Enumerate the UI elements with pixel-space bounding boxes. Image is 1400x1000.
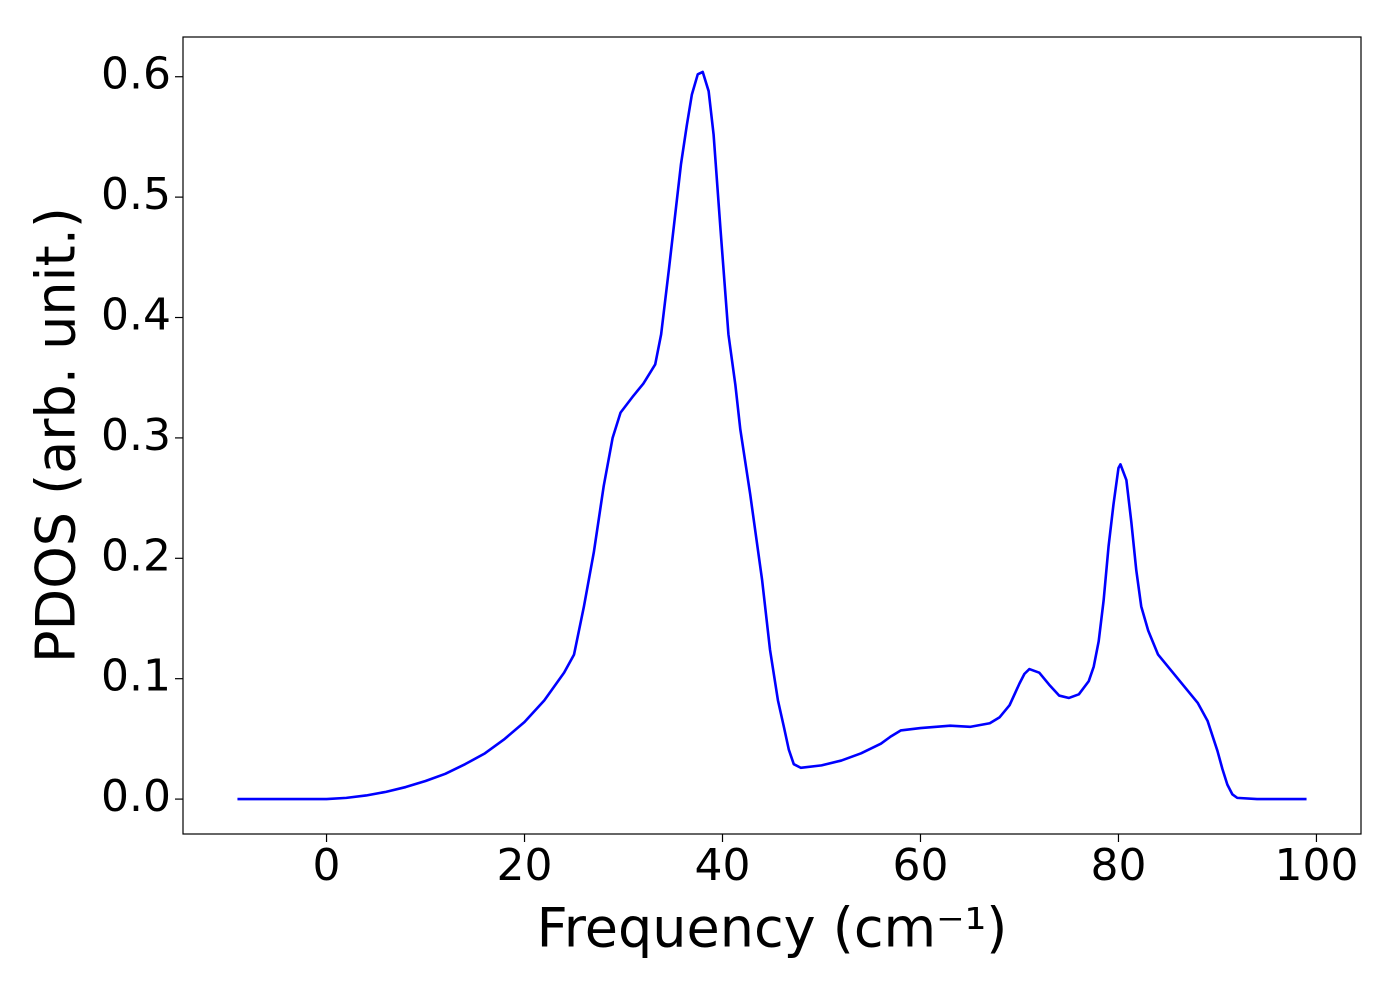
y-tick-label: 0.5 bbox=[101, 169, 171, 220]
x-tick-label: 20 bbox=[497, 840, 553, 891]
plot-frame bbox=[182, 36, 1362, 835]
y-tick-label: 0.6 bbox=[101, 49, 171, 100]
line bbox=[237, 70, 1307, 801]
x-tick-label: 80 bbox=[1090, 840, 1146, 891]
y-tick-label: 0.3 bbox=[101, 410, 171, 461]
y-tick-label: 0.4 bbox=[101, 290, 171, 341]
x-tick-label: 100 bbox=[1274, 840, 1358, 891]
y-tick-label: 0.1 bbox=[101, 651, 171, 702]
y-axis-label: PDOS (arb. unit.) bbox=[25, 207, 88, 663]
y-tick-label: 0.0 bbox=[101, 771, 171, 822]
x-axis-label: Frequency (cm⁻¹) bbox=[537, 897, 1008, 960]
x-tick-label: 0 bbox=[313, 840, 341, 891]
y-tick-label: 0.2 bbox=[101, 530, 171, 581]
x-tick-label: 40 bbox=[695, 840, 751, 891]
x-tick-label: 60 bbox=[892, 840, 948, 891]
